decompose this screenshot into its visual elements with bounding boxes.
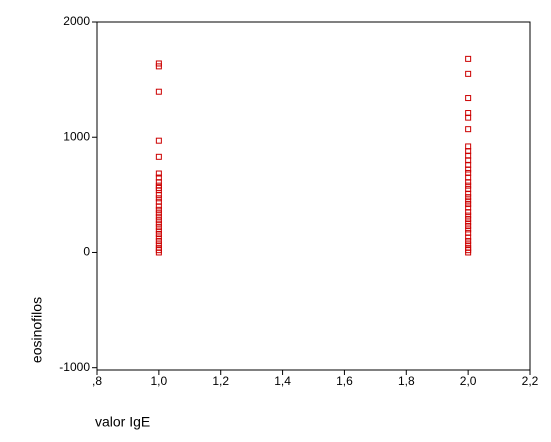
y-axis-label: eosinofilos <box>29 297 45 363</box>
point <box>155 237 162 244</box>
point <box>155 220 162 227</box>
point <box>155 217 162 224</box>
y-tick-label: 2000 <box>63 14 90 28</box>
point <box>465 182 472 189</box>
point <box>155 206 162 213</box>
x-tick-label: 1,0 <box>151 374 168 388</box>
point <box>465 197 472 204</box>
point <box>155 179 162 186</box>
point <box>155 63 162 70</box>
point <box>155 203 162 210</box>
point <box>465 219 472 226</box>
point <box>465 216 472 223</box>
point <box>155 241 162 248</box>
x-tick-label: 1,4 <box>274 374 291 388</box>
point <box>155 213 162 220</box>
point <box>465 226 472 233</box>
point <box>155 210 162 217</box>
point <box>465 222 472 229</box>
point <box>155 249 162 256</box>
point <box>465 209 472 216</box>
point <box>465 126 472 133</box>
x-tick-label: ,8 <box>92 374 102 388</box>
x-axis-label: valor IgE <box>95 414 150 430</box>
point <box>465 234 472 241</box>
point <box>465 212 472 219</box>
plot-frame <box>96 21 531 371</box>
x-tick-label: 2,0 <box>460 374 477 388</box>
point <box>465 237 472 244</box>
point <box>465 166 472 173</box>
x-tick-label: 2,2 <box>522 374 539 388</box>
point <box>465 194 472 201</box>
point <box>465 114 472 121</box>
point <box>465 249 472 256</box>
point <box>465 201 472 208</box>
point <box>155 195 162 202</box>
point <box>465 190 472 197</box>
point <box>465 241 472 248</box>
point <box>155 137 162 144</box>
point <box>155 231 162 238</box>
y-tick-label: 0 <box>83 245 90 259</box>
point <box>155 153 162 160</box>
x-tick-label: 1,2 <box>212 374 229 388</box>
y-tick-label: 1000 <box>63 129 90 143</box>
x-tick-label: 1,8 <box>398 374 415 388</box>
point <box>155 191 162 198</box>
point <box>155 170 162 177</box>
y-tick-label: -1000 <box>59 360 90 374</box>
point <box>465 55 472 62</box>
point <box>155 227 162 234</box>
point <box>155 88 162 95</box>
point <box>465 179 472 186</box>
x-tick-label: 1,6 <box>336 374 353 388</box>
point <box>155 234 162 241</box>
point <box>465 70 472 77</box>
point <box>465 95 472 102</box>
point <box>155 224 162 231</box>
